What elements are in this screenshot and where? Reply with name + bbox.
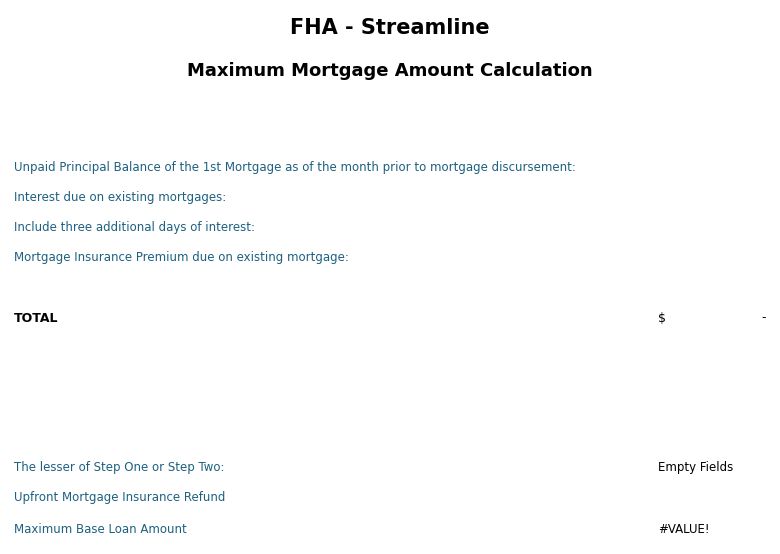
Text: $: $: [658, 311, 666, 325]
Text: Step One:: Step One:: [14, 131, 83, 145]
Text: Sum of Existing Debt and Costs Associate with Transaction: Sum of Existing Debt and Costs Associate…: [74, 131, 454, 145]
Text: -: -: [761, 311, 766, 325]
Text: #VALUE!: #VALUE!: [658, 523, 710, 536]
Text: Mortgage Insurance Premium due on existing mortgage:: Mortgage Insurance Premium due on existi…: [14, 252, 349, 264]
Text: Maximum Loan Amount: Maximum Loan Amount: [86, 432, 242, 444]
Text: Original Principal Balance of 1st Mortgage including UFMIP:: Original Principal Balance of 1st Mortga…: [74, 372, 454, 384]
Text: Upfront Mortgage Insurance Refund: Upfront Mortgage Insurance Refund: [14, 491, 225, 505]
Text: Interest due on existing mortgages:: Interest due on existing mortgages:: [14, 192, 226, 204]
Text: Step Three:: Step Three:: [14, 432, 96, 444]
Text: Maximum Base Loan Amount: Maximum Base Loan Amount: [14, 523, 186, 536]
Text: Maximum Mortgage Amount Calculation: Maximum Mortgage Amount Calculation: [187, 61, 593, 80]
Text: Include three additional days of interest:: Include three additional days of interes…: [14, 222, 255, 234]
Text: Step Two:: Step Two:: [14, 372, 83, 384]
Text: FHA - Streamline: FHA - Streamline: [290, 18, 490, 38]
Text: TOTAL: TOTAL: [14, 311, 58, 325]
Text: The lesser of Step One or Step Two:: The lesser of Step One or Step Two:: [14, 461, 225, 474]
Text: Empty Fields: Empty Fields: [658, 461, 733, 474]
Text: Unpaid Principal Balance of the 1st Mortgage as of the month prior to mortgage d: Unpaid Principal Balance of the 1st Mort…: [14, 162, 576, 175]
